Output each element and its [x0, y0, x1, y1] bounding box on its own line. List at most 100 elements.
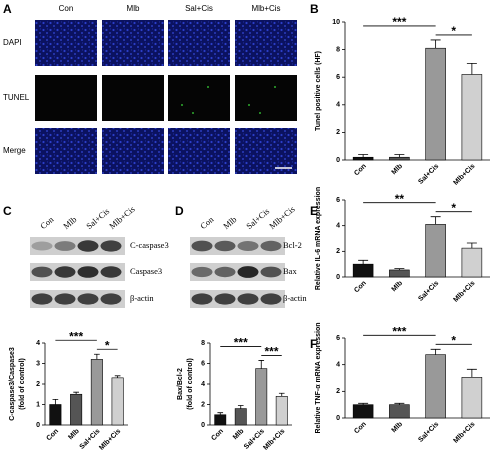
- tunel-dot: [207, 86, 209, 88]
- micrograph: [168, 75, 230, 121]
- lane-label: Sal+Cis: [244, 206, 271, 231]
- x-tick-label: Mlb: [391, 421, 404, 434]
- micrograph: [35, 75, 97, 121]
- blot-band: [54, 293, 76, 305]
- blot-band: [100, 240, 122, 252]
- error-bar: [278, 392, 285, 397]
- significance-label: *: [451, 334, 456, 348]
- bar: [352, 263, 374, 278]
- tunel-dot: [248, 104, 250, 106]
- panel-label: B: [310, 2, 319, 16]
- bar: [461, 74, 483, 161]
- blot-band: [214, 293, 236, 305]
- error-bar: [430, 216, 441, 225]
- micrograph: [235, 128, 297, 174]
- bar: [425, 224, 446, 278]
- bar: [425, 47, 446, 161]
- row-label: DAPI: [3, 38, 22, 47]
- x-tick-label: Mlb+Cis: [453, 163, 477, 187]
- bar: [255, 368, 268, 426]
- y-tick-label: 1: [36, 401, 40, 408]
- x-tick-label: Con: [46, 428, 61, 443]
- significance-label: ***: [69, 329, 83, 343]
- micrograph: [235, 75, 297, 121]
- blot-band: [54, 241, 76, 251]
- significance-label: *: [451, 201, 456, 215]
- error-bar: [358, 154, 369, 158]
- micrograph: [35, 20, 97, 66]
- y-tick-label: 8: [201, 340, 205, 347]
- significance-label: ***: [392, 15, 406, 29]
- significance-label: ***: [264, 345, 278, 359]
- error-bar: [94, 353, 100, 360]
- bar: [90, 359, 103, 426]
- x-tick-label: Mlb+Cis: [262, 428, 286, 452]
- micrograph: [102, 75, 164, 121]
- y-axis-label: Tunel positive cells (HF): [315, 51, 322, 131]
- micrograph: [168, 20, 230, 66]
- blot-band: [100, 266, 122, 278]
- y-tick-label: 2: [336, 129, 340, 136]
- panel-label: D: [175, 204, 184, 218]
- y-tick-label: 6: [336, 74, 340, 81]
- bar: [352, 404, 374, 419]
- column-label: Mlb+Cis: [251, 4, 280, 13]
- tunel-dot: [259, 112, 261, 114]
- band-label: β-actin: [130, 293, 154, 303]
- bar: [352, 156, 374, 161]
- bar: [389, 156, 410, 161]
- blot-band: [191, 240, 213, 252]
- panel-label: F: [310, 337, 317, 351]
- significance-label: *: [105, 338, 110, 352]
- error-bar: [358, 402, 369, 405]
- y-tick-label: 4: [336, 102, 340, 109]
- y-tick-label: 0: [336, 415, 340, 422]
- bar: [461, 247, 483, 278]
- x-tick-label: Mlb: [391, 163, 404, 176]
- y-tick-label: 8: [336, 46, 340, 53]
- blot-band: [77, 240, 99, 252]
- error-bar: [52, 398, 59, 405]
- lane-label: Con: [198, 214, 216, 231]
- blot-band: [77, 266, 99, 278]
- band-label: Caspase3: [130, 266, 162, 276]
- blot-band: [31, 293, 53, 305]
- blot-band: [260, 293, 282, 305]
- blot-band: [191, 266, 213, 278]
- blot-band: [54, 266, 76, 278]
- band-label: Bcl-2: [283, 240, 302, 250]
- row-label: TUNEL: [3, 93, 30, 102]
- bar: [214, 414, 227, 426]
- column-label: Sal+Cis: [185, 4, 213, 13]
- micrograph: [235, 20, 297, 66]
- x-tick-label: Sal+Cis: [417, 163, 440, 186]
- x-tick-label: Sal+Cis: [417, 280, 440, 303]
- error-bar: [430, 348, 441, 355]
- error-bar: [394, 154, 405, 158]
- error-bar: [394, 402, 405, 405]
- y-tick-label: 0: [36, 422, 40, 429]
- panel-label: C: [3, 204, 12, 218]
- error-bar: [73, 391, 79, 395]
- blot-band: [31, 241, 53, 251]
- y-tick-label: 2: [336, 388, 340, 395]
- bar: [70, 393, 83, 426]
- x-tick-label: Con: [353, 421, 368, 436]
- bar: [461, 377, 483, 419]
- blot-band: [237, 293, 259, 305]
- bar: [389, 269, 410, 278]
- error-bar: [430, 39, 441, 49]
- error-bar: [114, 375, 121, 378]
- blot-band: [31, 266, 53, 278]
- y-tick-label: 2: [336, 248, 340, 255]
- blot-band: [260, 266, 282, 278]
- tunel-dot: [274, 86, 276, 88]
- x-tick-label: Con: [210, 428, 225, 443]
- micrograph: [168, 128, 230, 174]
- error-bar: [466, 242, 477, 249]
- blot-band: [214, 266, 236, 278]
- micrograph: [35, 128, 97, 174]
- band-label: C-caspase3: [130, 240, 169, 250]
- y-tick-label: 6: [336, 335, 340, 342]
